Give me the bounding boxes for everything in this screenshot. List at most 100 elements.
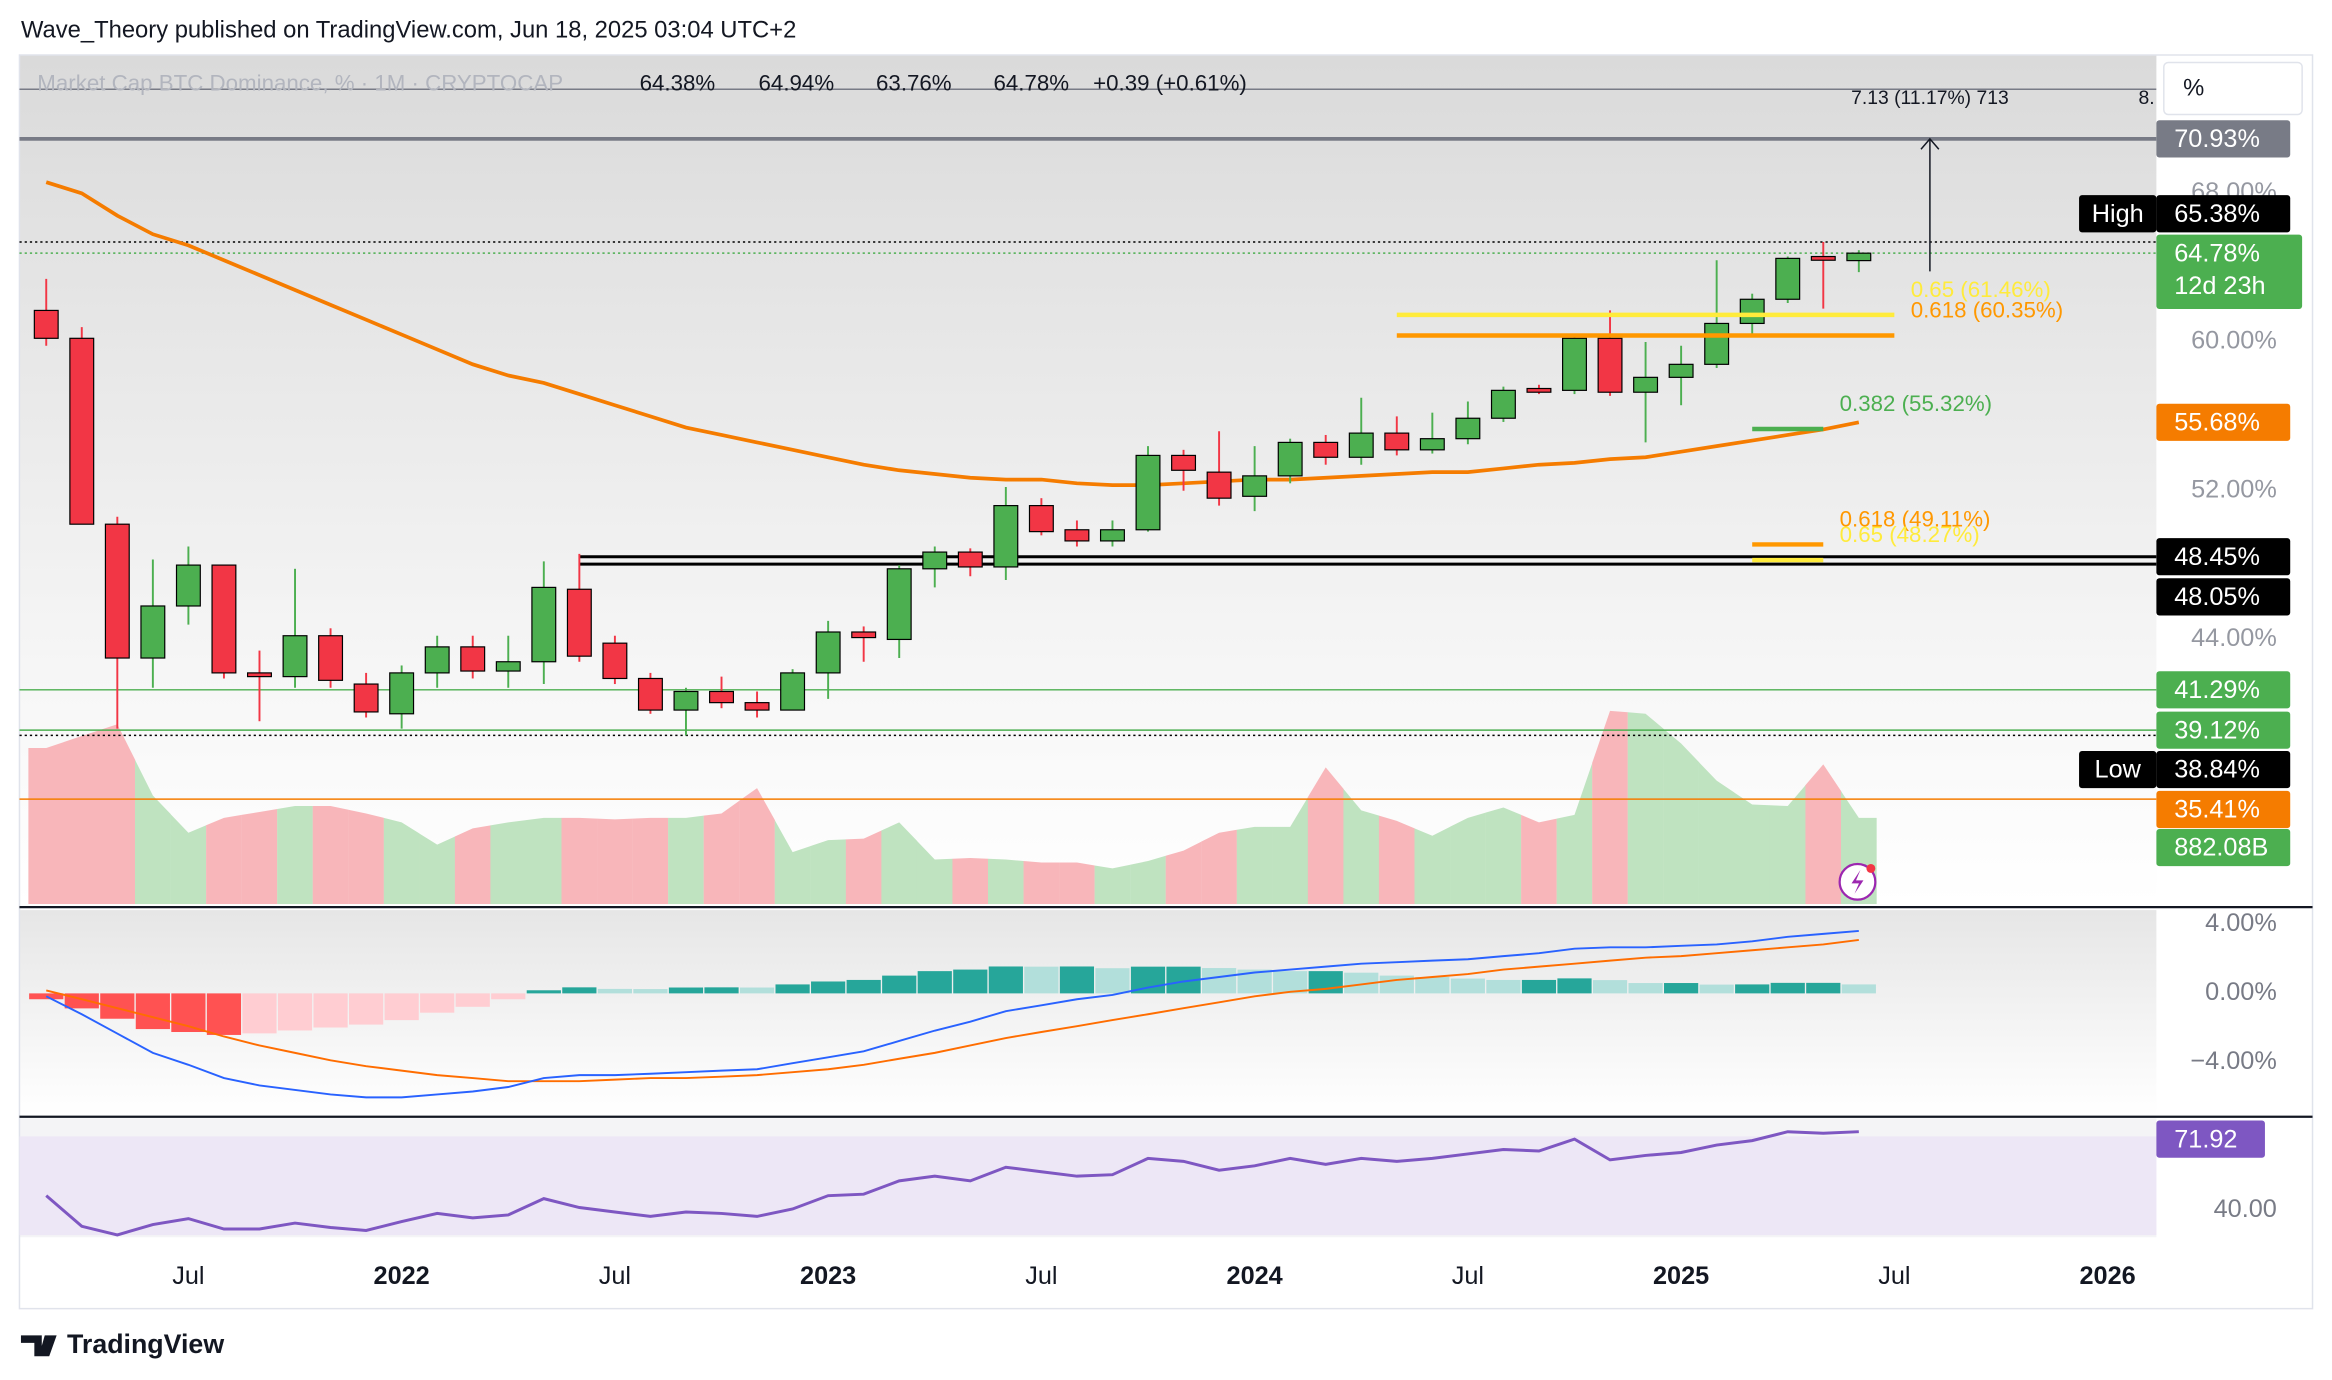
price-badge-label: 48.45%	[2174, 543, 2260, 571]
arrow-head	[1920, 137, 1940, 150]
scale-mode[interactable]: %	[2183, 75, 2204, 102]
candle-body	[1028, 505, 1054, 533]
macd-bar	[313, 993, 348, 1028]
volume-area	[1592, 710, 1628, 905]
candle-body	[1490, 389, 1516, 419]
volume-area	[1307, 767, 1344, 905]
volume-area	[419, 833, 456, 905]
volume-area	[1059, 862, 1095, 905]
macd-bar	[882, 975, 917, 994]
price-badge-label: 64.78%	[2174, 239, 2260, 267]
price-clip	[19, 88, 2157, 905]
moving-average	[45, 180, 1860, 488]
macd-bar	[1521, 979, 1557, 994]
volume-area	[1130, 855, 1166, 905]
candle-body	[495, 661, 521, 672]
price-badge	[2156, 403, 2291, 441]
x-tick-label: Jul	[1452, 1262, 1484, 1290]
price-badge-label: 48.05%	[2174, 583, 2260, 611]
x-tick-label: Jul	[172, 1262, 204, 1290]
price-pane	[19, 55, 2157, 905]
y-tick-label: 44.00%	[2191, 624, 2277, 652]
volume-area	[277, 806, 313, 905]
macd-bar	[135, 993, 170, 1030]
candle-body	[886, 568, 912, 641]
candle-body	[602, 642, 628, 680]
candle-body	[780, 672, 806, 711]
macd-bar	[526, 990, 561, 994]
volume-area	[1769, 785, 1806, 905]
rsi-tick-label: 40.00	[2214, 1195, 2277, 1223]
macd-bar	[491, 993, 526, 1000]
macd-bar	[1201, 968, 1237, 994]
legend-value: 64.38%	[640, 71, 716, 96]
macd-bar	[1237, 969, 1272, 994]
publisher: Wave_Theory published on TradingView.com…	[21, 17, 796, 44]
macd-bar	[1664, 983, 1699, 994]
volume-area	[739, 788, 775, 905]
plot-layer: 0.65 (61.46%)0.618 (60.35%) 0.382 (55.32%…	[19, 71, 2303, 1290]
candle-body	[246, 672, 272, 678]
tag-box	[2079, 750, 2157, 789]
x-tick-label: 2023	[800, 1262, 856, 1290]
price-badge	[2156, 790, 2291, 829]
price-badge	[2156, 750, 2291, 789]
rsi-badge	[2156, 1120, 2265, 1158]
candle-body	[1206, 471, 1232, 499]
candle-body	[1668, 363, 1694, 378]
candle-body	[1064, 529, 1090, 542]
volume-area	[1450, 812, 1486, 905]
candle-body	[637, 677, 663, 711]
volume-area	[525, 817, 562, 905]
macd-bar	[384, 993, 419, 1021]
candle-body	[851, 631, 877, 639]
candle-body	[318, 635, 344, 681]
event-bolt	[1851, 869, 1864, 894]
candle-body	[566, 588, 592, 657]
measure-edge-label: 8.	[2139, 88, 2155, 109]
volume-area	[170, 814, 207, 905]
macd-bar	[775, 984, 810, 994]
macd-bar	[739, 987, 775, 994]
candle-body	[175, 564, 201, 607]
volume-area	[703, 800, 740, 905]
volume-area	[561, 817, 598, 905]
candle-body	[922, 551, 948, 570]
candle-body	[957, 551, 983, 568]
scale-button[interactable]	[2163, 61, 2303, 116]
candle-body	[104, 523, 130, 659]
candle-body	[1846, 252, 1872, 262]
volume-area	[1734, 792, 1771, 905]
volume-area	[454, 825, 491, 905]
macd-bar	[811, 981, 846, 994]
candle-body	[1810, 255, 1836, 261]
price-badge	[2156, 120, 2291, 158]
volume-area	[597, 818, 633, 905]
candle-body	[1704, 322, 1730, 365]
macd-bar	[1592, 980, 1628, 994]
volume-area	[987, 858, 1024, 905]
volume-area	[1023, 860, 1060, 905]
candle-body	[815, 631, 841, 674]
candle-body	[1633, 376, 1659, 393]
macd-bar	[1486, 979, 1521, 994]
volume-area	[1698, 762, 1735, 905]
macd-bar	[846, 979, 881, 994]
macd-bar	[1095, 968, 1130, 994]
macd-bar	[1415, 976, 1450, 994]
volume-area	[1663, 728, 1699, 905]
y-tick-label: 60.00%	[2191, 327, 2277, 355]
volume-area	[99, 724, 136, 905]
macd-bar	[1273, 971, 1308, 994]
price-badge-label: 41.29%	[2174, 676, 2260, 704]
price-badge	[2156, 578, 2291, 616]
volume-area	[774, 820, 811, 905]
volume-area	[916, 840, 953, 905]
price-badge-label: 35.41%	[2174, 796, 2260, 824]
candle-body	[140, 605, 166, 659]
candle-body	[33, 309, 59, 339]
candle-body	[1135, 454, 1161, 531]
price-badge	[2156, 538, 2291, 576]
volume-area	[632, 817, 669, 905]
